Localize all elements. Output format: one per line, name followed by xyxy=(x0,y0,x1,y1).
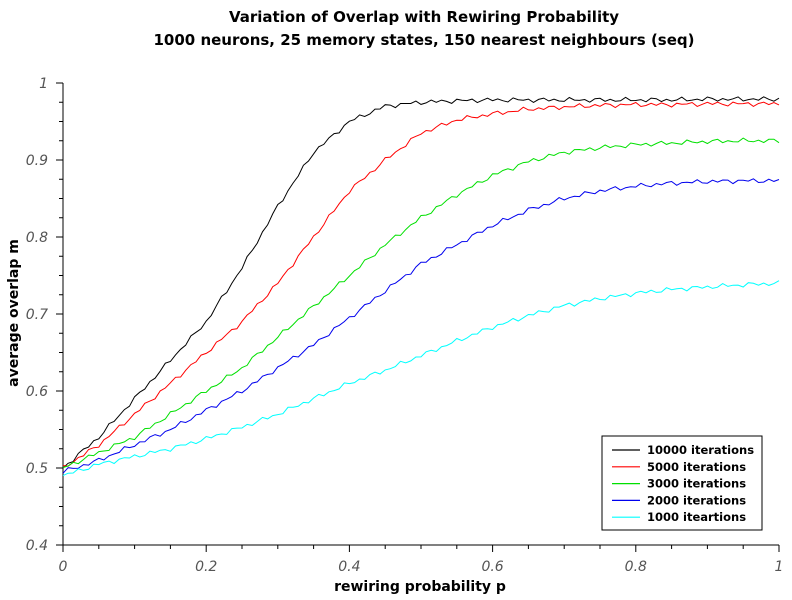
series-line xyxy=(62,178,780,474)
y-tick-label: 0.7 xyxy=(26,307,48,323)
x-tick-label: 0 xyxy=(59,559,68,575)
legend-label: 1000 iteartions xyxy=(647,510,746,524)
x-tick-label: 0.2 xyxy=(195,559,217,575)
y-tick-label: 0.8 xyxy=(26,230,48,246)
chart-subtitle: 1000 neurons, 25 memory states, 150 near… xyxy=(153,31,694,49)
y-tick-label: 0.6 xyxy=(26,384,48,400)
series-line xyxy=(62,137,780,468)
series-line xyxy=(62,280,780,477)
legend-label: 5000 iterations xyxy=(647,460,746,474)
chart-title: Variation of Overlap with Rewiring Proba… xyxy=(229,8,619,26)
x-tick-label: 0.4 xyxy=(338,559,360,575)
y-axis-label: average overlap m xyxy=(6,239,22,387)
legend-label: 10000 iterations xyxy=(647,443,754,457)
y-tick-label: 1 xyxy=(39,76,48,92)
x-tick-label: 0.6 xyxy=(481,559,503,575)
y-tick-label: 0.9 xyxy=(26,153,48,169)
x-axis-label: rewiring probability p xyxy=(334,579,506,595)
y-axis-ticks: 0.4 0.5 0.6 0.7 0.8 0.9 1 xyxy=(26,76,63,554)
legend-label: 2000 iterations xyxy=(647,493,746,507)
y-tick-label: 0.5 xyxy=(26,461,48,477)
x-tick-label: 1 xyxy=(775,559,784,575)
legend: 10000 iterations 5000 iterations 3000 iter… xyxy=(601,435,763,531)
series-line xyxy=(62,101,780,467)
y-tick-label: 0.4 xyxy=(26,538,48,554)
series-line xyxy=(62,96,780,469)
legend-label: 3000 iterations xyxy=(647,477,746,491)
series-lines xyxy=(62,96,780,477)
x-axis-ticks: 0 0.2 0.4 0.6 0.8 1 xyxy=(59,545,784,575)
x-tick-label: 0.8 xyxy=(625,559,647,575)
